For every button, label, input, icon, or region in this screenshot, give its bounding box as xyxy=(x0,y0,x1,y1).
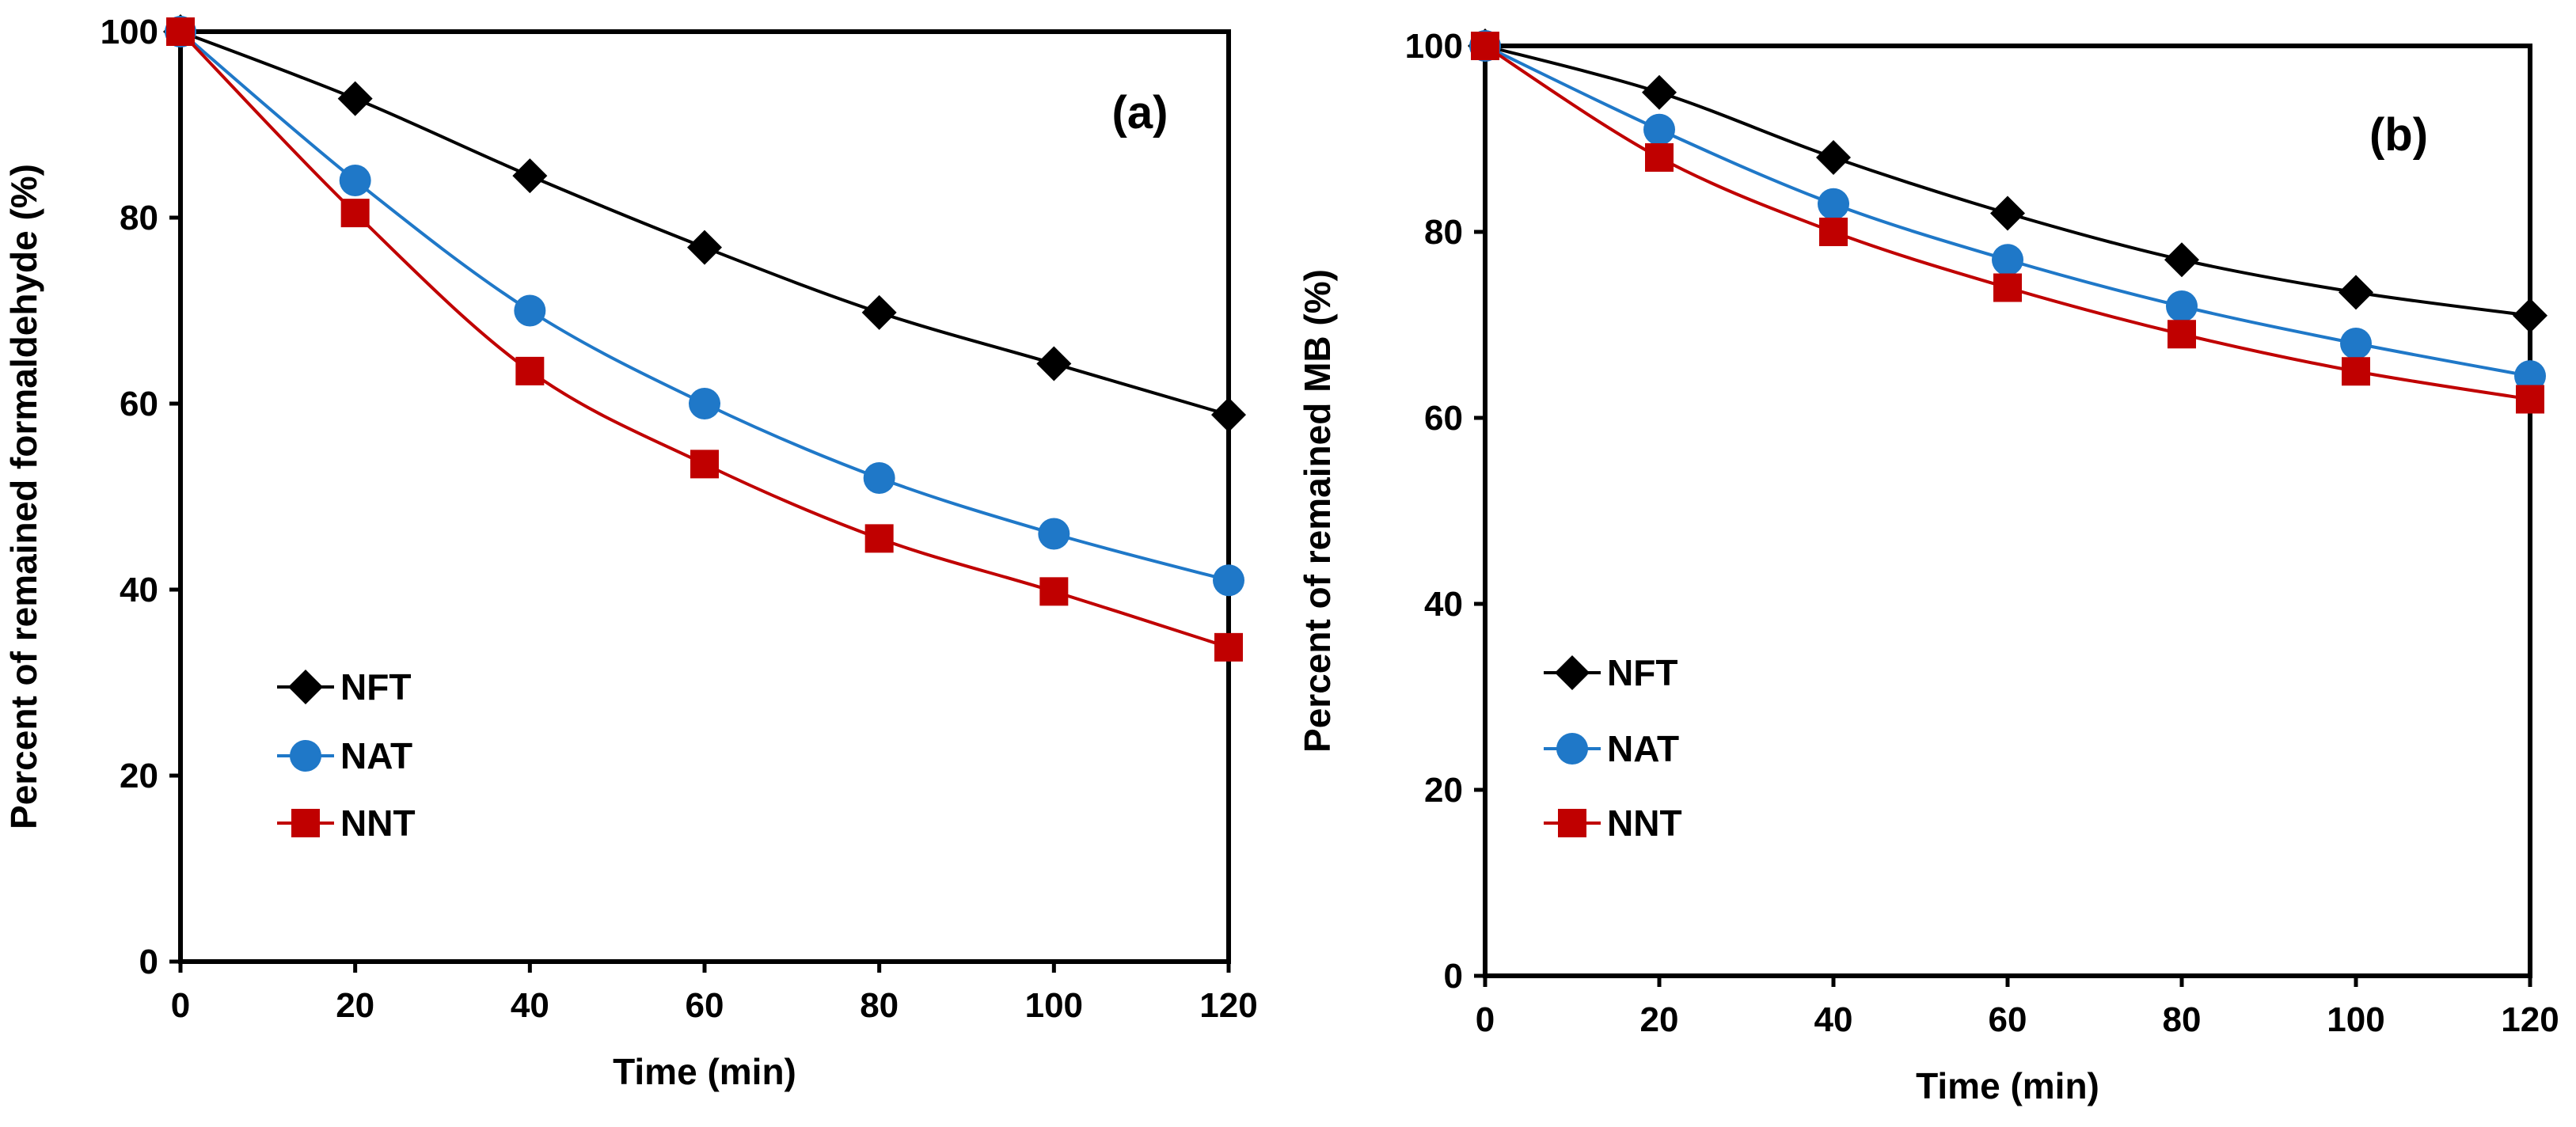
x-tick-label: 100 xyxy=(2327,1000,2384,1039)
data-point-nat xyxy=(863,462,895,494)
y-tick-label: 40 xyxy=(120,571,158,609)
legend-label: NNT xyxy=(1607,803,1682,844)
x-tick-label: 60 xyxy=(1989,1000,2027,1039)
data-point-nnt xyxy=(1993,273,2022,302)
data-point-nat xyxy=(1038,518,1070,550)
x-tick-label: 0 xyxy=(171,986,190,1025)
legend-item-nnt: NNT xyxy=(1544,803,1682,844)
data-point-nat xyxy=(2340,328,2372,359)
y-tick-label: 60 xyxy=(1424,399,1463,438)
data-point-nft xyxy=(1642,74,1677,110)
data-point-nnt xyxy=(2516,385,2544,414)
series-line-nnt xyxy=(179,30,1229,649)
y-tick-label: 20 xyxy=(120,757,158,795)
x-tick-label: 100 xyxy=(1025,986,1083,1025)
legend-item-nat: NAT xyxy=(1544,728,1679,769)
legend-marker xyxy=(291,809,320,837)
y-tick-label: 20 xyxy=(1424,771,1463,810)
data-point-nat xyxy=(2514,360,2546,393)
panel-label: (b) xyxy=(2369,109,2428,161)
y-tick-label: 100 xyxy=(1405,27,1463,66)
data-point-nft xyxy=(1990,195,2025,231)
series-line-nat xyxy=(179,30,1229,582)
legend-label: NFT xyxy=(1607,652,1677,693)
y-tick-label: 0 xyxy=(139,943,158,981)
data-point-nat xyxy=(1992,244,2023,276)
data-point-nnt xyxy=(1819,218,1848,246)
data-point-nat xyxy=(2166,290,2198,322)
legend-marker xyxy=(290,740,321,772)
data-point-nnt xyxy=(2342,357,2370,386)
legend-marker xyxy=(1556,733,1588,765)
data-point-nnt xyxy=(1214,632,1243,662)
chart-panel-b: 0 20 40 60 80 100 0 20 40 60 80 100 120 Time (min) Per… xyxy=(1297,27,2559,1106)
data-point-nnt xyxy=(1645,143,1674,172)
data-point-nft xyxy=(1816,140,1851,175)
legend-item-nnt: NNT xyxy=(277,803,416,844)
x-tick-label: 120 xyxy=(2501,1000,2559,1039)
x-tick-label: 60 xyxy=(686,986,724,1025)
x-axis-title: Time (min) xyxy=(613,1051,796,1092)
legend-item-nft: NFT xyxy=(1544,652,1677,693)
data-point-nft xyxy=(861,294,897,330)
data-point-nat xyxy=(1818,188,1849,220)
data-point-nft xyxy=(2339,275,2373,310)
data-point-nnt xyxy=(1039,577,1069,606)
data-point-nat xyxy=(689,388,720,419)
data-point-nat xyxy=(339,165,371,196)
x-tick-label: 40 xyxy=(511,986,549,1025)
x-tick-label: 80 xyxy=(2163,1000,2202,1039)
series-line-nft xyxy=(180,30,1229,417)
x-tick-label: 40 xyxy=(1814,1000,1853,1039)
data-point-nft xyxy=(1211,397,1246,433)
chart-panel-a: 0 20 40 60 80 100 0 20 40 60 80 100 120 Time (min) Per… xyxy=(3,13,1258,1092)
data-point-nft xyxy=(2513,298,2548,333)
x-tick-label: 20 xyxy=(1640,1000,1679,1039)
y-axis-title: Percent of remained formaldehyde (%) xyxy=(3,164,44,829)
legend-label: NAT xyxy=(1607,728,1679,769)
y-tick-label: 40 xyxy=(1424,585,1463,624)
x-tick-label: 120 xyxy=(1199,986,1257,1025)
legend-label: NFT xyxy=(340,666,411,708)
legend-item-nat: NAT xyxy=(277,735,412,776)
legend-marker xyxy=(288,670,323,704)
y-tick-label: 60 xyxy=(120,385,158,423)
y-tick-label: 100 xyxy=(101,13,158,51)
legend-marker xyxy=(1555,655,1590,690)
x-tick-label: 0 xyxy=(1476,1000,1495,1039)
data-point-nft xyxy=(337,81,373,116)
data-point-nnt xyxy=(690,450,719,479)
data-point-nft xyxy=(687,230,722,265)
data-point-nnt xyxy=(515,356,545,385)
data-point-nnt xyxy=(1471,32,1499,60)
x-axis-title: Time (min) xyxy=(1916,1065,2099,1106)
legend-marker xyxy=(1558,809,1586,837)
data-point-nnt xyxy=(2168,320,2196,349)
x-tick-label: 20 xyxy=(336,986,374,1025)
plot-frame xyxy=(178,29,1231,964)
data-point-nft xyxy=(512,158,548,194)
data-point-nnt xyxy=(166,17,195,46)
y-tick-label: 80 xyxy=(1424,213,1463,252)
y-tick-label: 0 xyxy=(1444,957,1463,996)
x-tick-label: 80 xyxy=(860,986,899,1025)
data-point-nft xyxy=(1036,346,1072,381)
panel-label: (a) xyxy=(1112,87,1168,139)
data-point-nnt xyxy=(864,524,894,553)
legend-label: NNT xyxy=(340,803,416,844)
legend-label: NAT xyxy=(340,735,412,776)
data-point-nat xyxy=(514,294,546,327)
data-point-nft xyxy=(2164,242,2199,278)
data-point-nnt xyxy=(340,199,370,228)
legend-item-nft: NFT xyxy=(277,666,411,708)
y-tick-label: 80 xyxy=(120,199,158,237)
data-point-nat xyxy=(1213,564,1244,597)
data-point-nat xyxy=(1643,113,1675,146)
y-axis-title: Percent of remained MB (%) xyxy=(1297,269,1338,753)
